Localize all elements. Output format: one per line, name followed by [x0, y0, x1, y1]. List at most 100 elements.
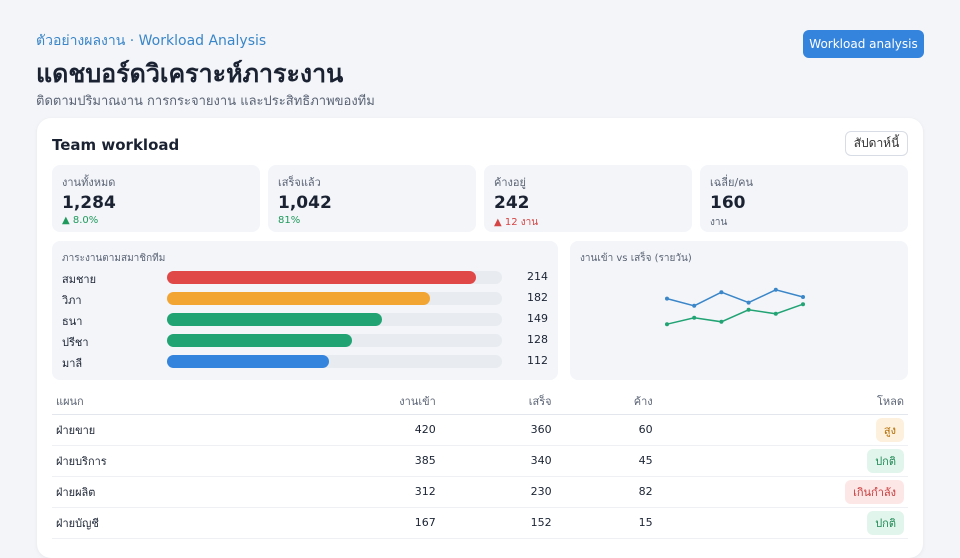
line-chart: [665, 287, 805, 327]
cell: ปกติ: [656, 507, 908, 539]
bar-track: [167, 271, 502, 284]
cell: 312: [272, 476, 440, 508]
bar: [167, 313, 383, 326]
card: Team workload สัปดาห์นี้ ภาระงานตามสมาชิ…: [37, 118, 923, 558]
bar: [167, 355, 329, 368]
bar-panel: ภาระงานตามสมาชิกทีม สมชาย 214 วิภา 182 ธนา 14…: [52, 241, 558, 380]
bar-label: สมชาย: [62, 273, 97, 286]
point: [801, 302, 805, 307]
kpi-card: เสร็จแล้ว 1,042 81%: [268, 165, 476, 232]
bar-row: สมชาย 214: [62, 270, 548, 286]
cell: ฝ่ายขาย: [52, 414, 273, 446]
table-row: ฝ่ายบริการ 385 340 45 ปกติ: [52, 445, 908, 477]
line-panel: งานเข้า vs เสร็จ (รายวัน): [570, 241, 908, 380]
bar-value: 112: [527, 354, 548, 367]
panel-title: งานเข้า vs เสร็จ (รายวัน): [580, 253, 692, 264]
cell: 230: [439, 476, 556, 508]
kpi-delta: 81%: [278, 215, 301, 226]
kpi-card: งานทั้งหมด 1,284 ▲ 8.0%: [52, 165, 260, 232]
cell: 45: [555, 445, 657, 477]
kpi-delta: ▲ 8.0%: [62, 215, 99, 226]
column-header: เสร็จ: [439, 388, 556, 415]
panel-title: ภาระงานตามสมาชิกทีม: [62, 253, 166, 264]
bar-label: ธนา: [62, 315, 83, 328]
card-title: Team workload: [52, 136, 180, 154]
point: [692, 303, 697, 308]
bar: [167, 271, 476, 284]
line: [666, 289, 804, 307]
cell: 152: [439, 507, 556, 539]
subtitle: ติดตามปริมาณงาน การกระจายงาน และประสิทธิ…: [36, 94, 375, 109]
cell: 82: [555, 476, 657, 508]
cell: 15: [555, 507, 657, 539]
point: [665, 296, 669, 301]
bar-row: ปรีชา 128: [62, 333, 548, 349]
point: [746, 300, 751, 305]
bar-value: 128: [527, 333, 548, 346]
kpi-value: 242: [494, 193, 530, 213]
status-badge: ปกติ: [867, 510, 904, 535]
cell: 360: [439, 414, 556, 446]
page: ตัวอย่างผลงาน · Workload Analysis แดชบอร…: [36, 30, 924, 558]
page-title: แดชบอร์ดวิเคราะห์ภาระงาน: [36, 59, 344, 88]
cell: 167: [272, 507, 440, 539]
eyebrow: ตัวอย่างผลงาน · Workload Analysis: [36, 33, 267, 49]
table-row: ฝ่ายบัญชี 167 152 15 ปกติ: [52, 507, 908, 539]
column-header: โหลด: [656, 388, 908, 415]
kpi-delta: ▲ 12 งาน: [494, 217, 539, 228]
bar-label: วิภา: [62, 294, 82, 307]
bar: [167, 292, 430, 305]
point: [719, 319, 724, 324]
table-body: ฝ่ายขาย 420 360 60 สูง ฝ่ายบริการ 385 340 45 ปกติ…: [52, 414, 908, 539]
point: [773, 287, 778, 292]
bar-track: [167, 292, 502, 305]
status-badge: สูง: [875, 417, 904, 442]
kpi-label: เฉลี่ย/คน: [710, 176, 754, 189]
bar-row: มาลี 112: [62, 354, 548, 370]
cell: ปกติ: [656, 445, 908, 477]
column-header: ค้าง: [555, 388, 657, 415]
kpi-label: เสร็จแล้ว: [278, 176, 321, 189]
table: แผนก งานเข้า เสร็จ ค้าง โหลด ฝ่ายขาย 420 360 60 ส…: [52, 388, 908, 539]
bar-value: 214: [527, 270, 548, 283]
cell: ฝ่ายบริการ: [52, 445, 273, 477]
analysis-button[interactable]: Workload analysis: [803, 30, 924, 58]
kpi-value: 1,284: [62, 193, 116, 213]
cell: 385: [272, 445, 440, 477]
point: [801, 295, 805, 299]
bar-track: [167, 313, 502, 326]
status-badge: ปกติ: [867, 448, 904, 473]
cell: ฝ่ายผลิต: [52, 476, 273, 508]
kpi-value: 160: [710, 193, 746, 213]
point: [665, 322, 669, 327]
bar: [167, 334, 352, 347]
point: [719, 290, 724, 295]
column-header: งานเข้า: [272, 388, 440, 415]
kpi-card: เฉลี่ย/คน 160 งาน: [700, 165, 908, 232]
kpi-value: 1,042: [278, 193, 332, 213]
point: [692, 315, 697, 320]
header-row: แผนก งานเข้า เสร็จ ค้าง โหลด: [52, 388, 908, 415]
bar-track: [167, 334, 502, 347]
column-header: แผนก: [52, 388, 273, 415]
bar-value: 149: [527, 312, 548, 325]
cell: สูง: [656, 414, 908, 446]
point: [773, 311, 778, 316]
line: [666, 303, 804, 325]
period-button[interactable]: สัปดาห์นี้: [845, 131, 908, 156]
bar-label: ปรีชา: [62, 336, 89, 349]
cell: 340: [439, 445, 556, 477]
cell: เกินกำลัง: [656, 476, 908, 508]
kpi-card: ค้างอยู่ 242 ▲ 12 งาน: [484, 165, 692, 232]
point: [746, 307, 751, 312]
cell: ฝ่ายบัญชี: [52, 507, 273, 539]
bar-row: วิภา 182: [62, 291, 548, 307]
cell: 420: [272, 414, 440, 446]
table-row: ฝ่ายผลิต 312 230 82 เกินกำลัง: [52, 476, 908, 508]
status-badge: เกินกำลัง: [845, 479, 904, 504]
kpi-label: งานทั้งหมด: [62, 176, 116, 189]
bar-track: [167, 355, 502, 368]
bar-row: ธนา 149: [62, 312, 548, 328]
kpi-label: ค้างอยู่: [494, 176, 526, 189]
kpi-delta: งาน: [710, 217, 728, 228]
